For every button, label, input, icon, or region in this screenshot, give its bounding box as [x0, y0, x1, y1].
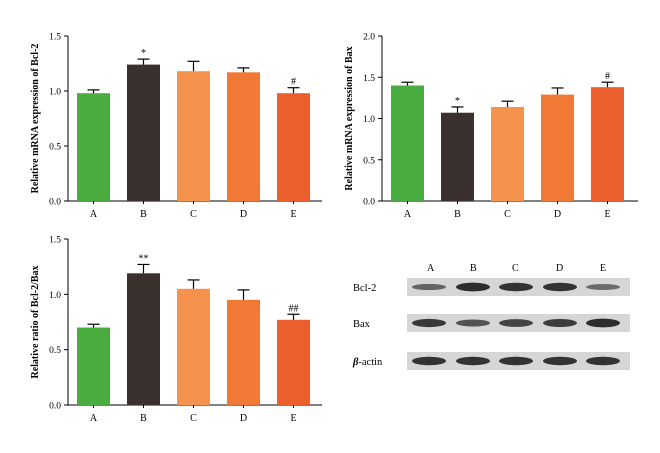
beta-symbol: β [352, 357, 359, 368]
bar-a [391, 85, 424, 201]
blot-band [586, 318, 620, 328]
significance-label: # [291, 77, 296, 88]
blot-lane-label-d: D [556, 263, 563, 274]
blot-row-label-bax: Bax [353, 319, 371, 330]
significance-label: # [605, 71, 610, 82]
bax-mrna-chart: 0.0 0.5 1.0 1.5 2.0 Relative mRNA expression … [344, 33, 638, 220]
x-tick-label: C [504, 209, 511, 220]
x-tick-label: A [90, 413, 98, 424]
actin-text: -actin [358, 357, 383, 368]
blot-band [499, 319, 533, 327]
bar-a [77, 327, 110, 405]
y-tick-label: 1.0 [363, 115, 375, 125]
x-tick-label: E [290, 413, 296, 424]
significance-label: * [455, 96, 460, 107]
y-axis-title: Relative mRNA expression of Bcl-2 [30, 44, 41, 194]
bar-e [277, 93, 310, 201]
bcl2-bax-ratio-chart: 0.0 0.5 1.0 1.5 Relative ratio of Bcl-2/Bax A… [30, 236, 322, 424]
y-axis-title: Relative ratio of Bcl-2/Bax [30, 265, 41, 378]
blot-band [412, 283, 446, 291]
x-tick-label: B [140, 413, 147, 424]
bar-a [77, 93, 110, 201]
blot-band [456, 356, 490, 366]
y-tick-label: 1.0 [49, 88, 61, 98]
blot-band [499, 356, 533, 366]
x-tick-label: A [404, 209, 412, 220]
blot-lane-label-e: E [600, 263, 606, 274]
bar-b [441, 112, 474, 201]
y-tick-label: 0.5 [49, 143, 61, 153]
bar-e [277, 319, 310, 405]
blot-band [543, 282, 577, 292]
y-tick-label: 1.0 [49, 291, 61, 301]
blot-lane-labels: A B C D E [427, 263, 606, 274]
blot-row-labels: Bcl-2 Bax β-actin [352, 283, 383, 368]
blot-band [456, 319, 490, 327]
y-tick-label: 1.5 [49, 33, 61, 43]
y-tick-label: 0.0 [49, 198, 61, 208]
x-tick-label: C [190, 413, 197, 424]
x-tick-label: D [240, 413, 247, 424]
bar-d [227, 72, 260, 201]
blot-lane-label-a: A [427, 263, 435, 274]
western-blot-panel: A B C D E Bcl-2 Bax β-actin [352, 263, 630, 370]
x-tick-label: B [140, 209, 147, 220]
blot-row-label-bcl2: Bcl-2 [353, 283, 376, 294]
x-tick-label: E [290, 209, 296, 220]
blot-band [412, 318, 446, 328]
bar-c [177, 288, 210, 405]
x-tick-label: D [554, 209, 561, 220]
y-axis-title: Relative mRNA expression of Bax [344, 46, 355, 190]
bar-c [491, 106, 524, 201]
blot-band [499, 282, 533, 292]
y-tick-label: 0.0 [49, 402, 61, 412]
bar-d [227, 299, 260, 405]
blot-lane-label-b: B [470, 263, 477, 274]
blot-band [412, 356, 446, 366]
y-tick-label: 2.0 [363, 33, 375, 43]
bar-c [177, 71, 210, 201]
significance-label: ## [289, 303, 299, 314]
bar-d [541, 94, 574, 201]
y-tick-label: 1.5 [49, 236, 61, 246]
x-tick-label: E [604, 209, 610, 220]
bar-b [127, 64, 160, 201]
blot-strips [407, 278, 630, 370]
blot-band [543, 356, 577, 366]
y-tick-label: 0.5 [363, 156, 375, 166]
significance-label: ** [139, 253, 149, 264]
y-tick-label: 1.5 [363, 74, 375, 84]
significance-label: * [141, 48, 146, 59]
bar-e [591, 87, 624, 201]
x-tick-label: C [190, 209, 197, 220]
bcl2-mrna-chart: 0.0 0.5 1.0 1.5 Relative mRNA expression of … [30, 33, 322, 220]
blot-band [543, 319, 577, 327]
blot-band [586, 284, 620, 290]
blot-lane-label-c: C [512, 263, 519, 274]
bar-b [127, 273, 160, 405]
x-tick-label: D [240, 209, 247, 220]
blot-band [456, 282, 490, 292]
blot-band [586, 356, 620, 366]
blot-row-label-actin: β-actin [352, 357, 383, 368]
y-tick-label: 0.0 [363, 198, 375, 208]
y-tick-label: 0.5 [49, 346, 61, 356]
x-tick-label: A [90, 209, 98, 220]
x-tick-label: B [454, 209, 461, 220]
